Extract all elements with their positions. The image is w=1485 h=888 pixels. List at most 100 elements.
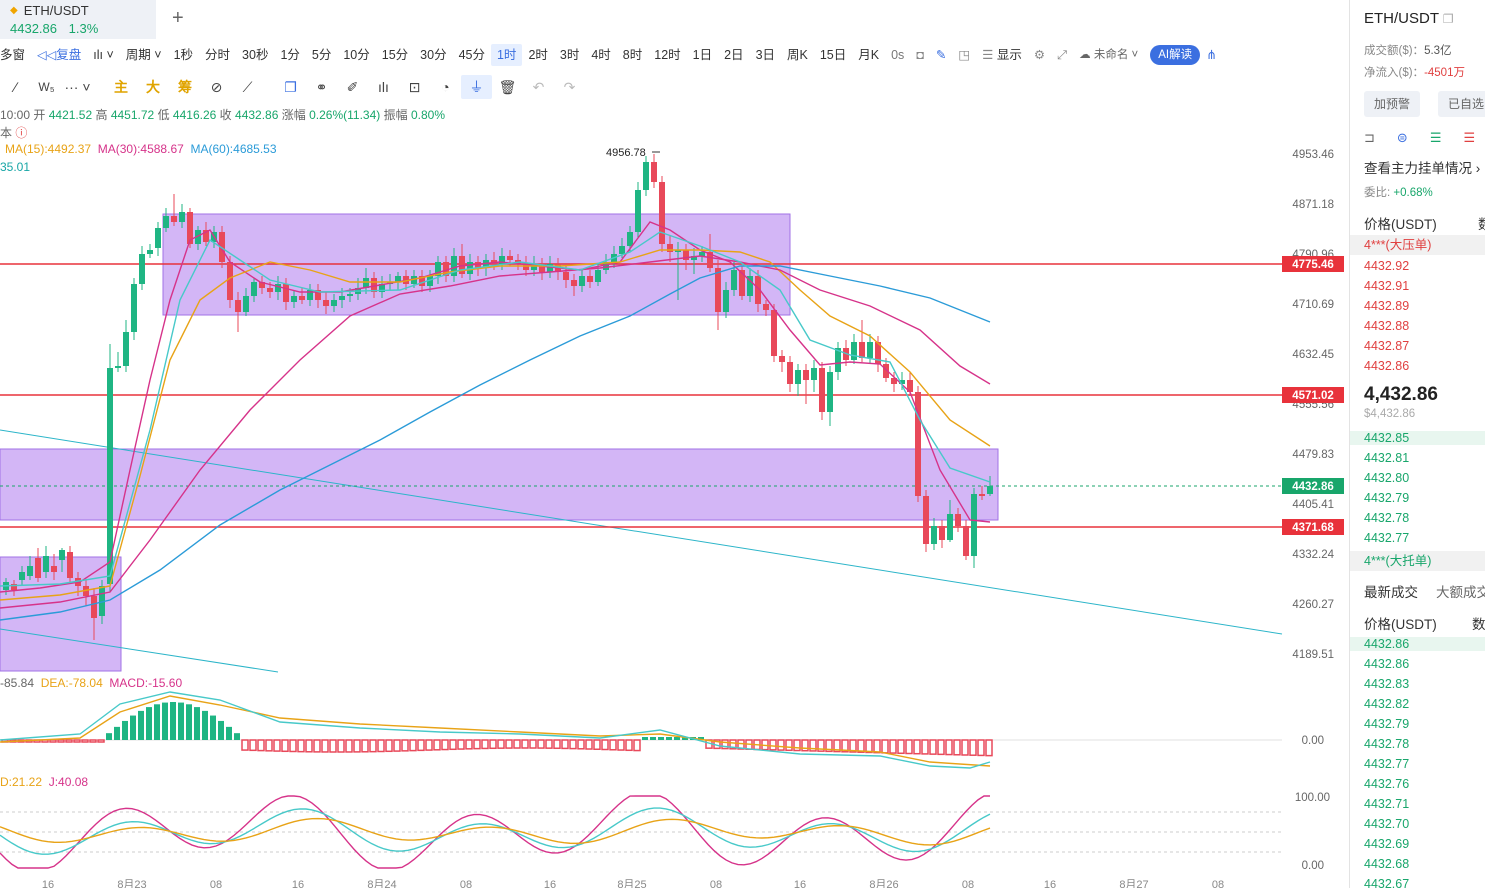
trade-row[interactable]: 4432.68: [1364, 857, 1410, 871]
magnet-icon[interactable]: ◔: [441, 79, 450, 95]
period-8h[interactable]: 8时: [622, 48, 643, 62]
measure-icon[interactable]: ⊘: [210, 79, 223, 95]
ask-row[interactable]: 4432.87: [1364, 339, 1410, 353]
period-45m[interactable]: 45分: [458, 48, 485, 62]
trade-row[interactable]: 4432.86: [1364, 657, 1410, 671]
period-3d[interactable]: 3日: [755, 48, 776, 62]
frame-icon[interactable]: ◳: [958, 48, 971, 62]
macd-bar: [633, 739, 641, 752]
camera-icon[interactable]: ◘: [916, 48, 924, 62]
period-4h[interactable]: 4时: [591, 48, 611, 62]
filter-icon[interactable]: ⏚: [461, 75, 492, 99]
period-month[interactable]: 月K: [858, 48, 880, 62]
bid-row[interactable]: 4432.85: [1350, 431, 1485, 445]
bid-row[interactable]: 4432.78: [1364, 511, 1410, 525]
tab-eth-usdt[interactable]: ◆ ETH/USDT 4432.86 1.3%: [0, 0, 156, 39]
indicator-chips[interactable]: 筹: [178, 79, 192, 95]
period-1m[interactable]: 1分: [280, 48, 300, 62]
period-30m[interactable]: 30分: [420, 48, 447, 62]
bid-row[interactable]: 4432.79: [1364, 491, 1410, 505]
period-10m[interactable]: 10分: [343, 48, 370, 62]
redo-icon[interactable]: ↷: [563, 79, 576, 95]
candles-icon[interactable]: ılı: [378, 79, 389, 95]
trade-row[interactable]: 4432.77: [1364, 757, 1410, 771]
display-button[interactable]: ☰ 显示: [982, 48, 1022, 62]
period-1d[interactable]: 1日: [692, 48, 713, 62]
period-5m[interactable]: 5分: [311, 48, 332, 62]
indicator-big[interactable]: 大: [146, 79, 160, 95]
kline-chart[interactable]: 4956.78 4953.464871.184790.964710.694632.…: [0, 0, 1349, 888]
multi-window-button[interactable]: 多窗: [0, 48, 26, 62]
ask-row[interactable]: 4432.91: [1364, 279, 1410, 293]
trade-row[interactable]: 4432.86: [1350, 637, 1485, 651]
macd-bar: [417, 739, 425, 752]
link-icon[interactable]: ⚭: [315, 79, 328, 95]
indicator-main[interactable]: 主: [114, 79, 128, 95]
line-tool-icon[interactable]: ∕: [14, 79, 17, 95]
wave-tool-icon[interactable]: W₅: [38, 80, 55, 94]
trade-row[interactable]: 4432.76: [1364, 777, 1410, 791]
share-icon[interactable]: ⋔: [1206, 48, 1217, 62]
period-week[interactable]: 周K: [787, 48, 808, 62]
period-2d[interactable]: 2日: [724, 48, 744, 62]
depth-icon[interactable]: ⊐: [1364, 130, 1375, 145]
trade-row[interactable]: 4432.70: [1364, 817, 1410, 831]
ask-row[interactable]: 4432.86: [1364, 359, 1410, 373]
trade-row[interactable]: 4432.71: [1364, 797, 1410, 811]
period-1h[interactable]: 1时: [490, 44, 523, 66]
layout-dropdown[interactable]: ☁ 未命名 ˅: [1079, 49, 1139, 61]
tab-latest-trades[interactable]: 最新成交: [1364, 585, 1418, 600]
ai-analysis-button[interactable]: AI解读: [1150, 45, 1201, 65]
lock-icon[interactable]: ⊡: [408, 79, 421, 95]
candle: [643, 162, 649, 190]
trade-row[interactable]: 4432.83: [1364, 677, 1410, 691]
macd-bar: [377, 739, 385, 753]
period-timeline[interactable]: 分时: [205, 48, 231, 62]
ruler-icon[interactable]: ⟋: [242, 79, 253, 95]
trade-row[interactable]: 4432.79: [1364, 717, 1410, 731]
undo-icon[interactable]: ↶: [532, 79, 545, 95]
add-tab-icon[interactable]: +: [172, 7, 184, 29]
tab-large-trades[interactable]: 大额成交: [1436, 585, 1485, 600]
chart-type-button[interactable]: ılı ˅: [93, 48, 114, 62]
bid-row[interactable]: 4432.80: [1364, 471, 1410, 485]
period-3h[interactable]: 3时: [559, 48, 580, 62]
both-side-icon[interactable]: ⊜: [1396, 130, 1408, 145]
more-tools-icon[interactable]: ··· ˅: [64, 79, 91, 95]
macd-bar: [457, 739, 465, 750]
bid-row[interactable]: 4432.81: [1364, 451, 1410, 465]
period-30s[interactable]: 30秒: [242, 48, 269, 62]
trade-row[interactable]: 4432.69: [1364, 837, 1410, 851]
trade-row[interactable]: 4432.78: [1364, 737, 1410, 751]
kdj-j: [0, 795, 990, 869]
settings-icon[interactable]: ⚙: [1033, 48, 1046, 62]
macd-bar: [393, 739, 401, 752]
copy-icon[interactable]: ❐: [284, 79, 297, 95]
ask-row[interactable]: 4432.92: [1364, 259, 1410, 273]
add-alert-button[interactable]: 加预警: [1364, 91, 1421, 117]
bid-row[interactable]: 4432.77: [1364, 531, 1410, 545]
ask-row[interactable]: 4432.89: [1364, 299, 1410, 313]
macd-bar: [553, 739, 561, 750]
replay-button[interactable]: ◁◁复盘: [37, 48, 82, 62]
period-2h[interactable]: 2时: [528, 48, 548, 62]
brush-icon[interactable]: ✐: [346, 79, 359, 95]
period-15m[interactable]: 15分: [381, 48, 409, 62]
period-dropdown[interactable]: 周期 ˅: [125, 48, 162, 62]
trade-row[interactable]: 4432.67: [1364, 877, 1410, 888]
trade-row[interactable]: 4432.82: [1364, 697, 1410, 711]
ask-side-icon[interactable]: ☰: [1463, 130, 1476, 145]
pen-icon[interactable]: ✎: [935, 48, 947, 62]
period-15d[interactable]: 15日: [819, 48, 847, 62]
period-12h[interactable]: 12时: [654, 48, 681, 62]
trash-icon[interactable]: 🗑: [498, 79, 517, 95]
bid-side-icon[interactable]: ☰: [1429, 130, 1442, 145]
watchlist-button[interactable]: 已自选: [1438, 91, 1485, 117]
price-axis-label: 4405.41: [1292, 499, 1334, 511]
fullscreen-icon[interactable]: ⤢: [1057, 48, 1068, 62]
macd-bar: [857, 739, 865, 753]
ask-row[interactable]: 4432.88: [1364, 319, 1410, 333]
period-1s[interactable]: 1秒: [173, 48, 194, 62]
depth-link[interactable]: 查看主力挂单情况 ›: [1364, 161, 1481, 176]
copy-icon[interactable]: ❐: [1442, 12, 1454, 26]
